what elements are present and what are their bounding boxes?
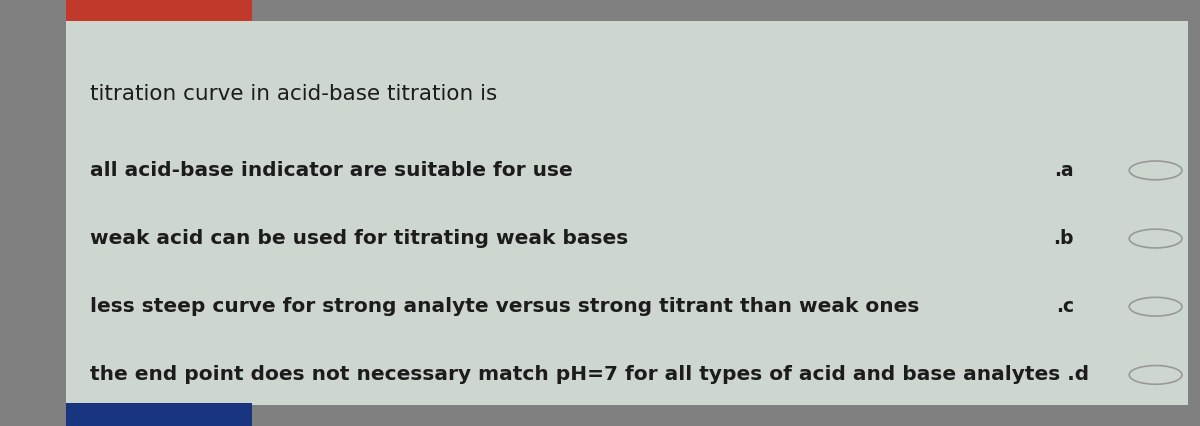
Text: titration curve in acid-base titration is: titration curve in acid-base titration i…: [90, 84, 497, 104]
Text: weak acid can be used for titrating weak bases: weak acid can be used for titrating weak…: [90, 229, 629, 248]
Text: .a: .a: [1055, 161, 1074, 180]
Text: .b: .b: [1054, 229, 1074, 248]
Text: all acid-base indicator are suitable for use: all acid-base indicator are suitable for…: [90, 161, 572, 180]
Text: less steep curve for strong analyte versus strong titrant than weak ones: less steep curve for strong analyte vers…: [90, 297, 919, 316]
Text: .c: .c: [1056, 297, 1074, 316]
Text: the end point does not necessary match pH=7 for all types of acid and base analy: the end point does not necessary match p…: [90, 366, 1090, 384]
